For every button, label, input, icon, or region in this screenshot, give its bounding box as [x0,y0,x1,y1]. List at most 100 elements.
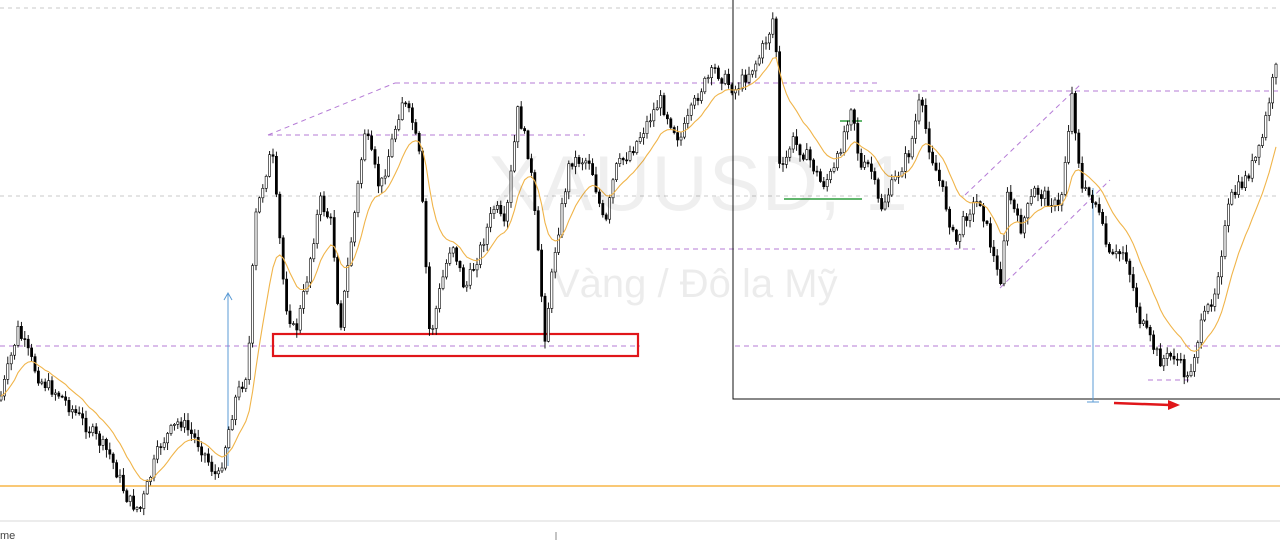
candle-body [431,328,435,330]
candle-body [713,67,717,69]
candle-body [1145,320,1149,328]
ema-line [0,56,1277,482]
candle-body [414,122,418,134]
candle-body [370,135,374,150]
candle-body [47,380,51,389]
candle-body [1053,199,1057,207]
candle-body [234,396,238,420]
candle-body [322,195,326,213]
candle-body [910,138,914,158]
watermark-symbol: XAUUSD, 1 [488,139,909,227]
candle-body [489,213,493,228]
candle-body [36,370,40,384]
candle-body [961,216,965,236]
candle-body [295,323,299,331]
candle-body [954,229,958,242]
candle-body [631,151,635,154]
candle-body [846,124,850,133]
candle-body [941,180,945,188]
candle-body [1019,214,1023,234]
candle-body [88,431,91,434]
candle-body [761,43,765,59]
candle-body [1213,293,1217,307]
candle-body [193,433,197,438]
candle-body [376,163,380,187]
candle-body [523,128,527,132]
candle-body [669,118,673,128]
candle-body [1247,175,1251,179]
candle-body [1165,352,1169,359]
candle-body [1223,225,1227,257]
candle-body [6,363,10,380]
candle-body [995,255,999,270]
candle-body [516,106,520,143]
candle-body [931,151,935,164]
candle-body [958,234,962,242]
candle-body [111,453,115,463]
candle-body [71,409,74,413]
candle-body [475,264,479,271]
candle-body [1060,194,1064,206]
candle-body [359,159,363,184]
candle-body [339,303,343,328]
candle-body [1026,203,1030,219]
candle-body [625,159,629,162]
candle-body [563,191,567,204]
candle-body [101,438,105,446]
candle-body [706,77,710,79]
candle-body [495,205,499,210]
candle-body [1080,163,1084,189]
candle-body [553,252,557,273]
candle-body [1182,359,1186,378]
candle-body [105,438,108,450]
channel-upper-line [964,84,1081,196]
candle-body [162,442,166,448]
candle-body [492,209,496,214]
candle-body [784,157,788,165]
candle-body [40,381,44,384]
candle-body [1159,348,1162,367]
candle-body [1043,190,1047,199]
candle-body [166,433,170,444]
candle-body [349,241,353,266]
candle-body [251,265,255,344]
candle-body [346,265,350,292]
candle-body [597,191,601,204]
candle-body [536,210,540,251]
candle-body [291,323,295,325]
candle-body [1128,260,1132,275]
candle-body [822,181,826,187]
candle-body [730,84,734,94]
candle-body [937,169,941,182]
candle-body [1094,202,1098,205]
candle-body [1189,371,1193,376]
candle-body [190,429,193,435]
candle-body [274,156,278,195]
candle-body [1131,274,1135,289]
candle-body [400,102,404,120]
candle-body [944,186,948,210]
candle-body [570,163,574,167]
candle-body [710,67,714,78]
candle-body [9,354,13,365]
candle-body [852,109,856,124]
candle-body [1240,181,1244,189]
candle-body [1036,187,1040,195]
candle-body [139,507,142,509]
candle-body [145,481,149,495]
candle-body [577,157,581,164]
candle-body [540,249,544,297]
candle-body [1169,352,1173,357]
candle-body [543,295,547,342]
candle-body [244,379,248,389]
candle-body [156,446,159,460]
candle-body [1070,93,1074,132]
red-arrow-shaft [1113,401,1171,407]
candle-body [176,421,180,425]
measure-arrow-left [223,291,233,301]
candle-body [499,205,503,215]
candle-body [200,446,204,456]
candle-body [1009,191,1013,201]
candle-body [308,258,312,283]
